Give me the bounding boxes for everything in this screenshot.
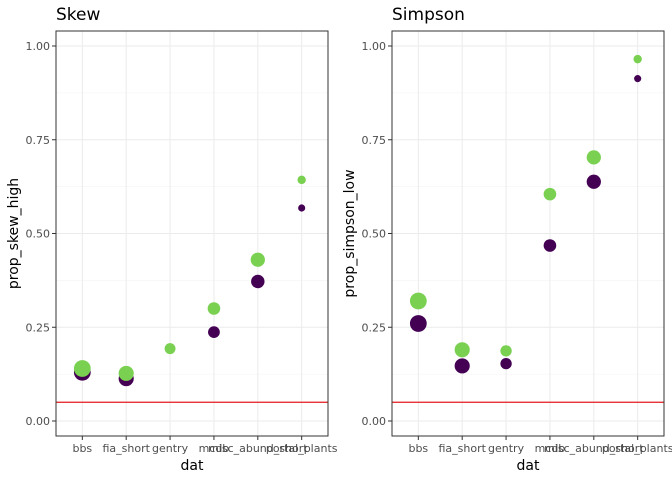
data-point	[634, 75, 642, 83]
x-tick-label: mcdb	[535, 442, 566, 455]
panel-title: Skew	[56, 5, 100, 25]
panel-title: Simpson	[392, 5, 465, 25]
y-axis: 0.00 0.25 0.50 0.75 1.00	[362, 40, 392, 428]
y-axis-title: prop_skew_high	[6, 178, 22, 289]
data-point	[250, 252, 265, 267]
x-tick-label: bbs	[408, 442, 428, 455]
y-tick-label: 1.00	[26, 40, 51, 53]
series-1	[409, 54, 642, 358]
data-point	[543, 187, 557, 201]
y-tick-label: 0.75	[362, 134, 387, 147]
y-tick-label: 1.00	[362, 40, 387, 53]
x-tick-label: gentry	[152, 442, 189, 455]
data-point	[500, 357, 512, 370]
grid	[392, 31, 664, 436]
x-axis: bbs fia_short gentry mcdbmisc_abund_shortpo…	[72, 436, 338, 455]
y-axis-title: prop_simpson_low	[342, 169, 358, 297]
y-tick-label: 0.50	[362, 228, 387, 241]
data-point	[251, 274, 265, 289]
y-tick-label: 0.50	[26, 228, 51, 241]
y-tick-label: 0.75	[26, 134, 51, 147]
data-point	[297, 175, 306, 185]
x-axis: bbs fia_short gentry mcdbmisc_abund_shortpo…	[408, 436, 672, 455]
data-point	[208, 326, 220, 339]
series-0	[409, 75, 642, 374]
x-tick-label: misc_abund_short	[208, 442, 308, 455]
x-tick-label: portal_plants	[602, 442, 672, 455]
series-1	[73, 175, 306, 381]
data-point	[454, 342, 470, 358]
x-axis-title: dat	[181, 458, 204, 474]
data-point	[118, 365, 134, 381]
data-point	[543, 239, 557, 252]
data-point	[586, 174, 601, 189]
grid	[56, 31, 328, 436]
y-axis: 0.00 0.25 0.50 0.75 1.00	[26, 40, 56, 428]
data-point	[73, 360, 91, 377]
x-tick-label: misc_abund_short	[544, 442, 644, 455]
x-tick-label: bbs	[72, 442, 92, 455]
y-tick-label: 0.25	[26, 321, 51, 334]
panel-1: 0.00 0.25 0.50 0.75 1.00 bbs fia_short gentry mc…	[342, 5, 672, 474]
data-point	[500, 345, 512, 357]
y-tick-label: 0.00	[26, 415, 51, 428]
y-tick-label: 0.00	[362, 415, 387, 428]
y-tick-label: 0.25	[362, 321, 387, 334]
series-0	[73, 204, 306, 387]
x-tick-label: gentry	[488, 442, 525, 455]
x-tick-label: fia_short	[438, 442, 486, 455]
data-point	[633, 54, 642, 64]
data-point	[409, 292, 427, 310]
data-point	[207, 302, 221, 315]
data-point	[409, 315, 427, 332]
x-tick-label: fia_short	[102, 442, 150, 455]
x-tick-label: mcdb	[199, 442, 230, 455]
x-tick-label: portal_plants	[266, 442, 338, 455]
data-point	[164, 343, 176, 355]
data-point	[454, 358, 470, 374]
x-axis-title: dat	[517, 458, 540, 474]
data-point	[586, 150, 601, 165]
panel-0: 0.00 0.25 0.50 0.75 1.00 bbs fia_short gentry mc…	[6, 5, 338, 474]
data-point	[298, 204, 306, 212]
